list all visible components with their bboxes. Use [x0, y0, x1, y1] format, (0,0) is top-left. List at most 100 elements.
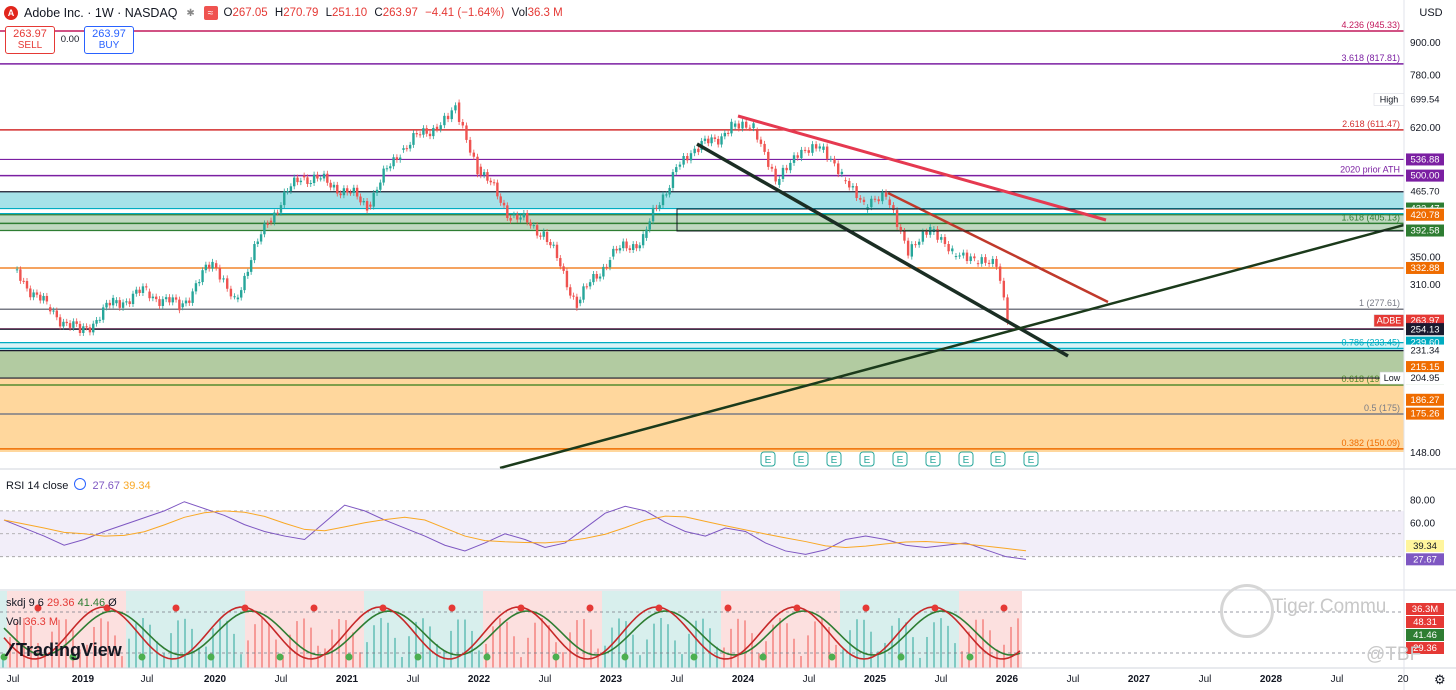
- candle: [88, 327, 92, 333]
- candle: [253, 244, 256, 261]
- time-axis-label: 20: [1397, 674, 1409, 685]
- candle: [888, 199, 891, 206]
- kdj-bg-cell: [154, 591, 161, 668]
- candle: [52, 310, 55, 312]
- volume-bar: [247, 640, 249, 668]
- sell-button[interactable]: 263.97 SELL: [5, 26, 55, 54]
- kdj-bg-cell: [161, 591, 168, 668]
- buy-button[interactable]: 263.97 BUY: [84, 26, 134, 54]
- candle: [585, 286, 589, 288]
- candle: [68, 323, 72, 328]
- volume-bar: [541, 618, 543, 668]
- volume-bar: [1010, 626, 1012, 668]
- sparkle-icon[interactable]: ✱: [186, 7, 195, 19]
- price-axis-label: 780.00: [1410, 71, 1441, 82]
- change-value: −4.41 (−1.64%): [425, 7, 505, 19]
- time-axis-label: 2019: [72, 674, 95, 685]
- kdj-buy-dot: [690, 653, 698, 661]
- volume-bar: [93, 626, 95, 668]
- candle: [733, 123, 737, 127]
- candle: [608, 260, 612, 268]
- candle: [744, 121, 748, 128]
- candle: [15, 269, 19, 271]
- volume-bar: [261, 618, 263, 668]
- candle: [910, 244, 914, 257]
- candle: [873, 198, 877, 200]
- candle: [128, 301, 131, 305]
- kdj-sell-dot: [931, 604, 939, 612]
- candle: [171, 297, 174, 303]
- kdj-bg-cell: [763, 591, 770, 668]
- volume-bar: [359, 652, 361, 668]
- currency-selector[interactable]: USD: [1419, 7, 1443, 19]
- candle: [332, 184, 336, 188]
- price-tag-value: 699.54: [1410, 94, 1439, 105]
- kdj-sell-dot: [724, 604, 732, 612]
- candle: [309, 183, 312, 185]
- candle: [951, 248, 954, 252]
- time-axis-label: 2024: [732, 674, 755, 685]
- kdj-bg-cell: [42, 591, 49, 668]
- candle: [422, 128, 425, 135]
- volume-bar: [765, 641, 767, 668]
- candle: [22, 280, 25, 282]
- volume-bar: [611, 627, 613, 668]
- candle: [326, 173, 329, 183]
- candle: [976, 263, 980, 265]
- volume-bar: [457, 619, 459, 668]
- volume-bar: [877, 651, 879, 668]
- candle: [807, 150, 810, 153]
- volume-bar: [114, 635, 116, 668]
- volume-bar: [184, 618, 186, 668]
- candle: [269, 220, 273, 223]
- kdj-sell-dot: [241, 604, 249, 612]
- candle: [362, 201, 365, 203]
- settings-gear-icon[interactable]: ⚙: [1434, 672, 1446, 687]
- candle: [717, 138, 720, 145]
- kdj-bg-cell: [84, 591, 91, 668]
- earnings-label: E: [798, 455, 805, 466]
- candle: [158, 299, 161, 306]
- candle: [218, 267, 222, 280]
- volume-bar: [709, 628, 711, 668]
- price-tag-value: 332.88: [1410, 263, 1439, 274]
- volume-bar: [492, 626, 494, 668]
- candle: [98, 319, 102, 321]
- candle: [329, 182, 332, 188]
- price-tag: [1406, 323, 1444, 336]
- candle: [472, 152, 476, 157]
- candle: [55, 310, 59, 318]
- candle: [730, 121, 733, 134]
- volume-bar: [233, 633, 235, 668]
- candle: [987, 262, 991, 264]
- symbol-title[interactable]: Adobe Inc. · 1W · NASDAQ: [24, 6, 178, 20]
- price-axis-label: 310.00: [1410, 280, 1441, 291]
- volume-bar: [191, 628, 193, 668]
- volume-bar: [275, 639, 277, 668]
- volume-bar: [940, 618, 942, 668]
- candle: [917, 241, 921, 245]
- candle: [312, 174, 316, 184]
- candle: [322, 173, 326, 179]
- volume-bar: [758, 653, 760, 668]
- candle: [336, 184, 339, 194]
- volume-bar: [408, 636, 410, 668]
- candle: [259, 234, 263, 242]
- volume-bar: [443, 650, 445, 668]
- price-axis-label: 148.00: [1410, 448, 1441, 459]
- alert-icon[interactable]: ≈: [203, 6, 218, 20]
- kdj-buy-dot: [759, 653, 767, 661]
- candle: [562, 266, 565, 271]
- candle: [569, 287, 572, 296]
- candle: [496, 182, 499, 197]
- candle: [612, 248, 615, 257]
- kdj-bg-cell: [525, 591, 532, 668]
- candle: [415, 133, 418, 135]
- price-tag-value: 500.00: [1410, 171, 1439, 182]
- kdj-bg-cell: [679, 591, 686, 668]
- kdj-bg-cell: [287, 591, 294, 668]
- candle: [1006, 297, 1009, 322]
- candle: [648, 221, 651, 230]
- level-label: 3.618 (817.81): [1341, 53, 1400, 63]
